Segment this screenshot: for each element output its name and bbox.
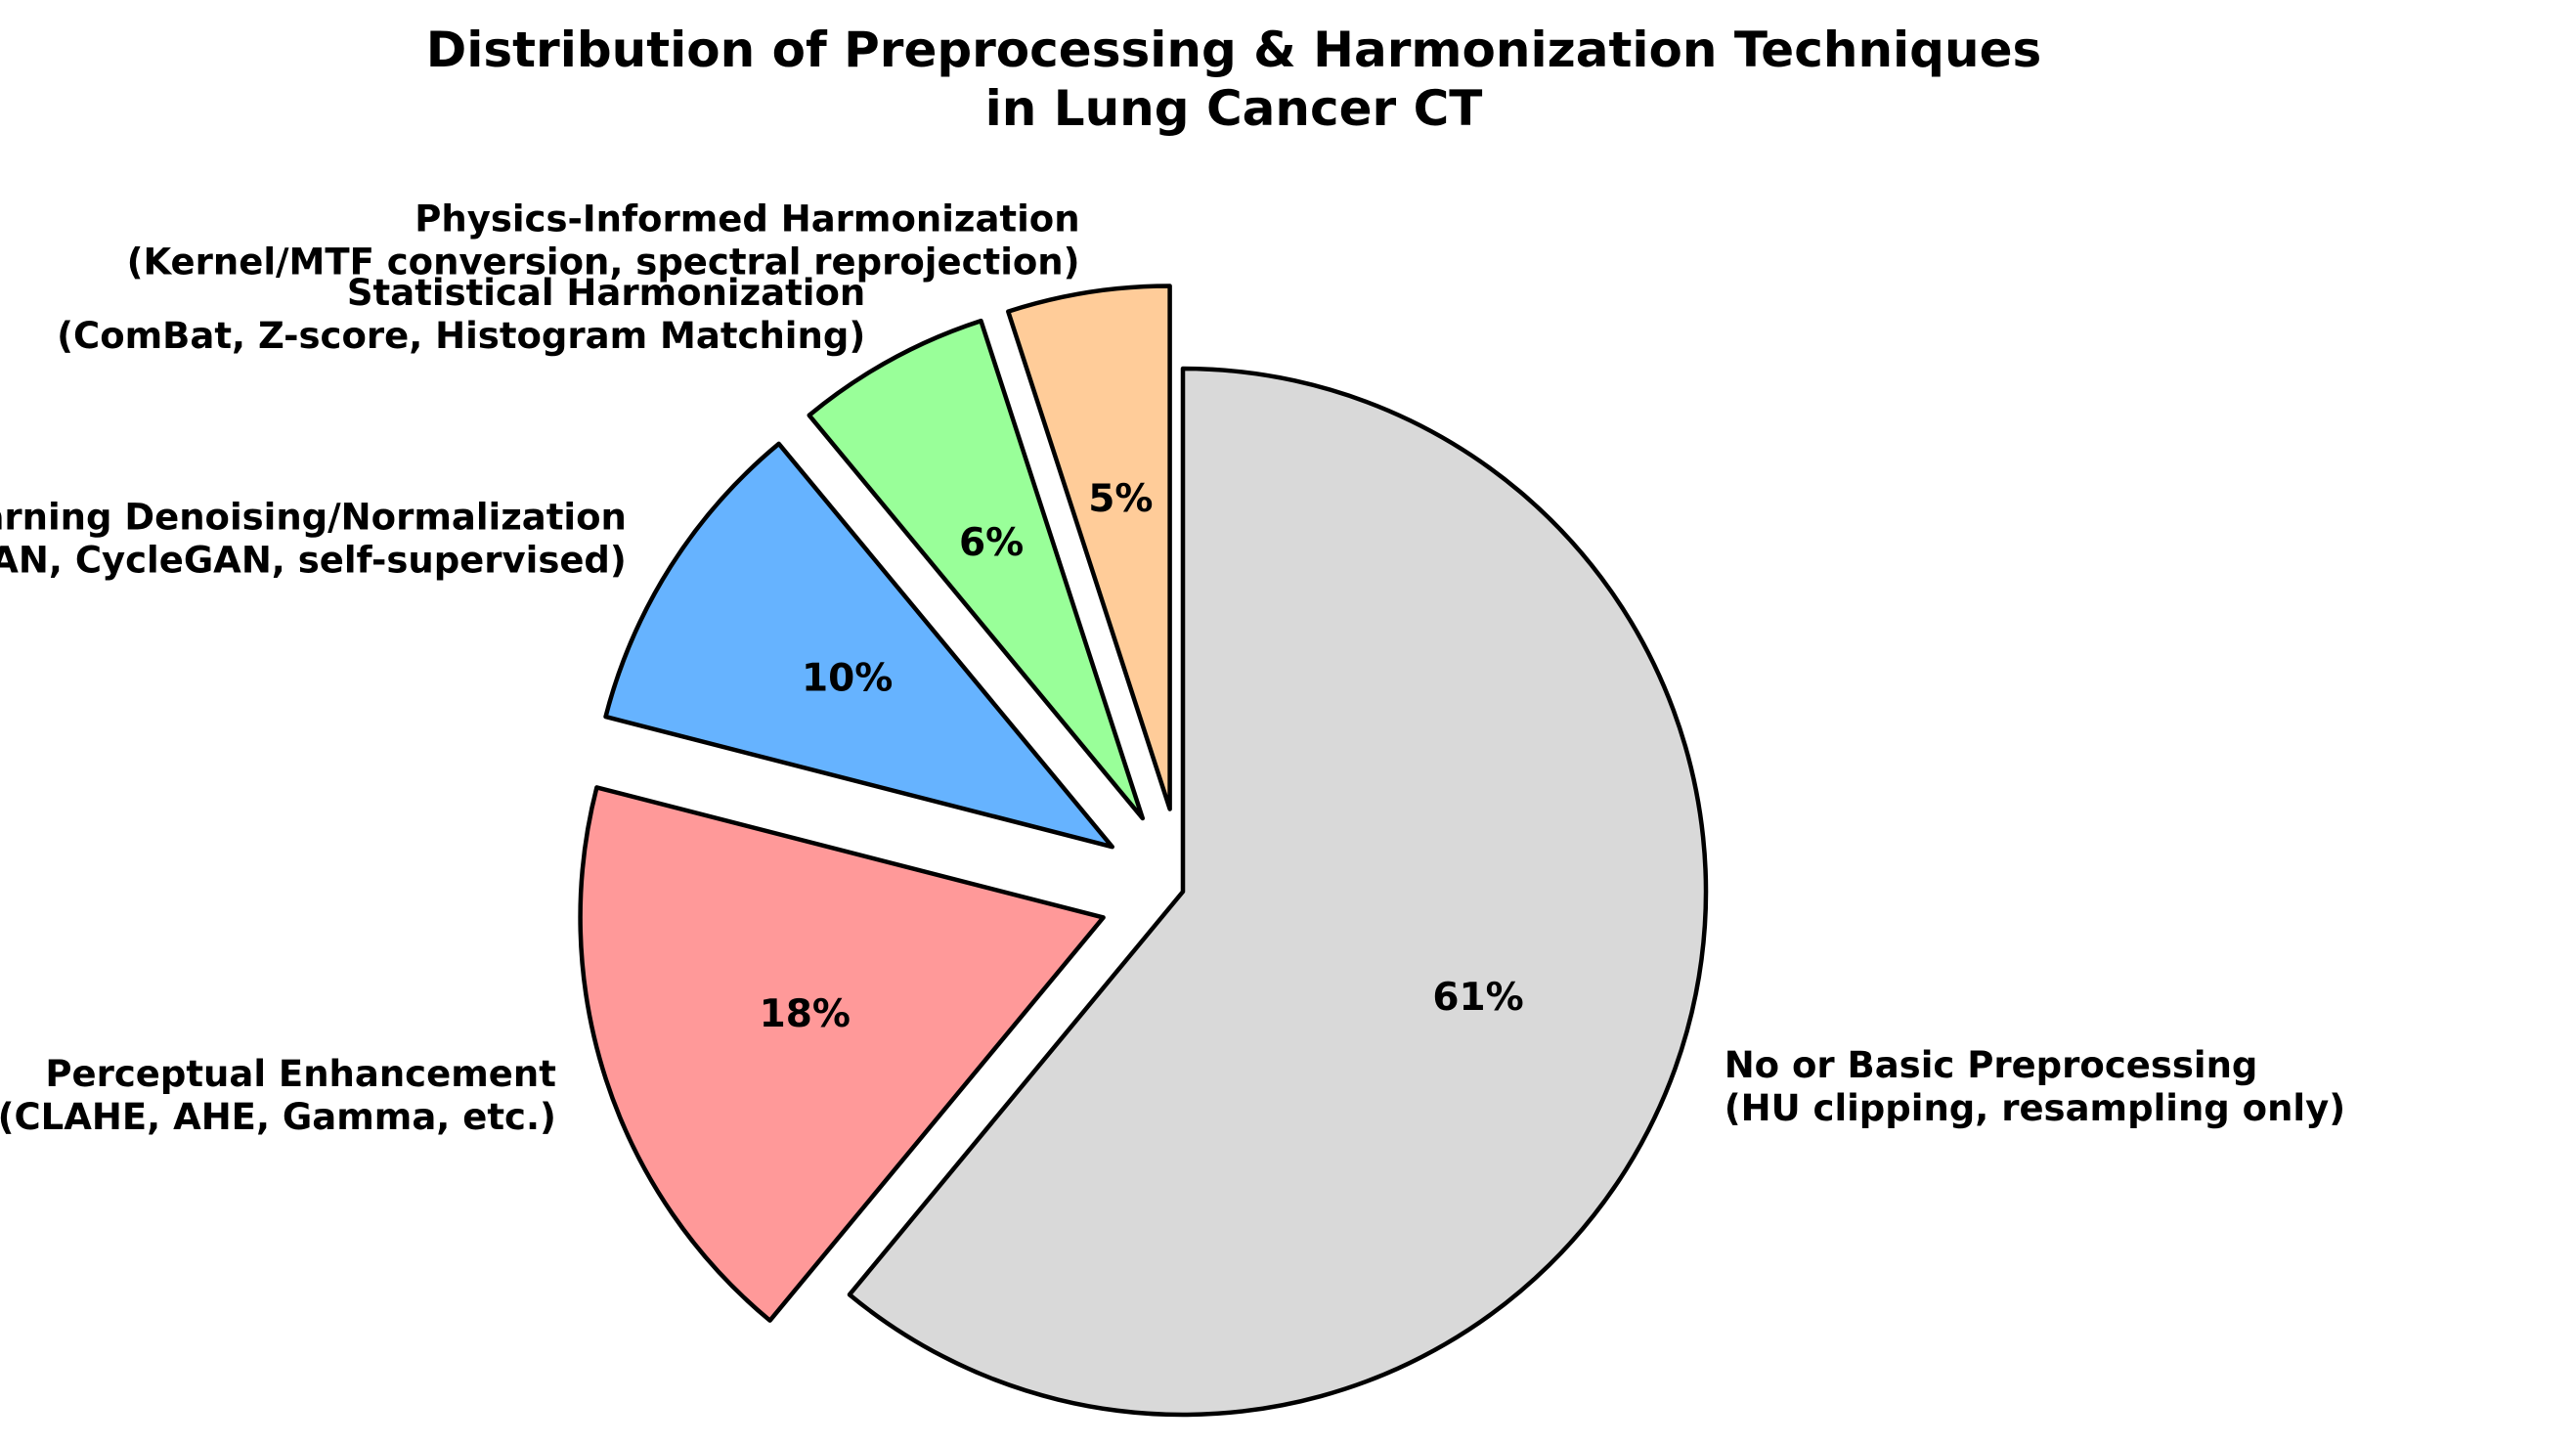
pie-slice-label-3-line-0: Perceptual Enhancement [45,1053,556,1095]
pie-slice-percent-2: 10% [802,657,893,701]
pie-slice-0 [1006,284,1172,811]
pie-slice-label-1-line-0: Statistical Harmonization [347,272,865,314]
pie-slice-label-1-line-1: (ComBat, Z-score, Histogram Matching) [57,315,865,357]
pie-slice-1 [807,318,1146,821]
pie-slice-label-2-line-1: (DLIR, GAN, CycleGAN, self-supervised) [0,539,627,581]
pie-slice-label-2-line-0: Deep Learning Denoising/Normalization [0,496,627,538]
pie-slices [578,284,1709,1418]
pie-slice-label-4-line-0: No or Basic Preprocessing [1725,1044,2258,1086]
chart-title-line-2: in Lung Cancer CT [985,80,1483,137]
pie-slice-percent-4: 61% [1432,976,1523,1020]
pie-slice-label-0-line-1: (Kernel/MTF conversion, spectral reproje… [127,241,1080,284]
pie-slice-label-0-line-0: Physics-Informed Harmonization [415,198,1079,241]
pie-slice-percent-3: 18% [760,992,851,1036]
pie-slice-label-4-line-1: (HU clipping, resampling only) [1725,1087,2345,1129]
pie-slice-percent-0: 5% [1088,477,1153,521]
pie-slice-3 [578,785,1106,1323]
pie-slice-percent-1: 6% [959,521,1024,565]
pie-labels: 5% Physics-Informed Harmonization(Kernel/… [0,198,2345,1138]
chart-title-line-1: Distribution of Preprocessing & Harmoniz… [426,22,2042,78]
pie-slice-4 [847,366,1709,1418]
pie-slice-2 [603,441,1114,850]
pie-slice-label-3-line-1: (CLAHE, AHE, Gamma, etc.) [0,1096,556,1138]
